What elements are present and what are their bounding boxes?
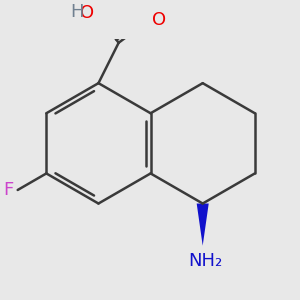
Text: NH₂: NH₂ — [188, 252, 222, 270]
Text: O: O — [152, 11, 166, 29]
Text: F: F — [3, 181, 14, 199]
Polygon shape — [197, 203, 209, 246]
Text: H: H — [70, 3, 84, 21]
Text: O: O — [80, 4, 94, 22]
